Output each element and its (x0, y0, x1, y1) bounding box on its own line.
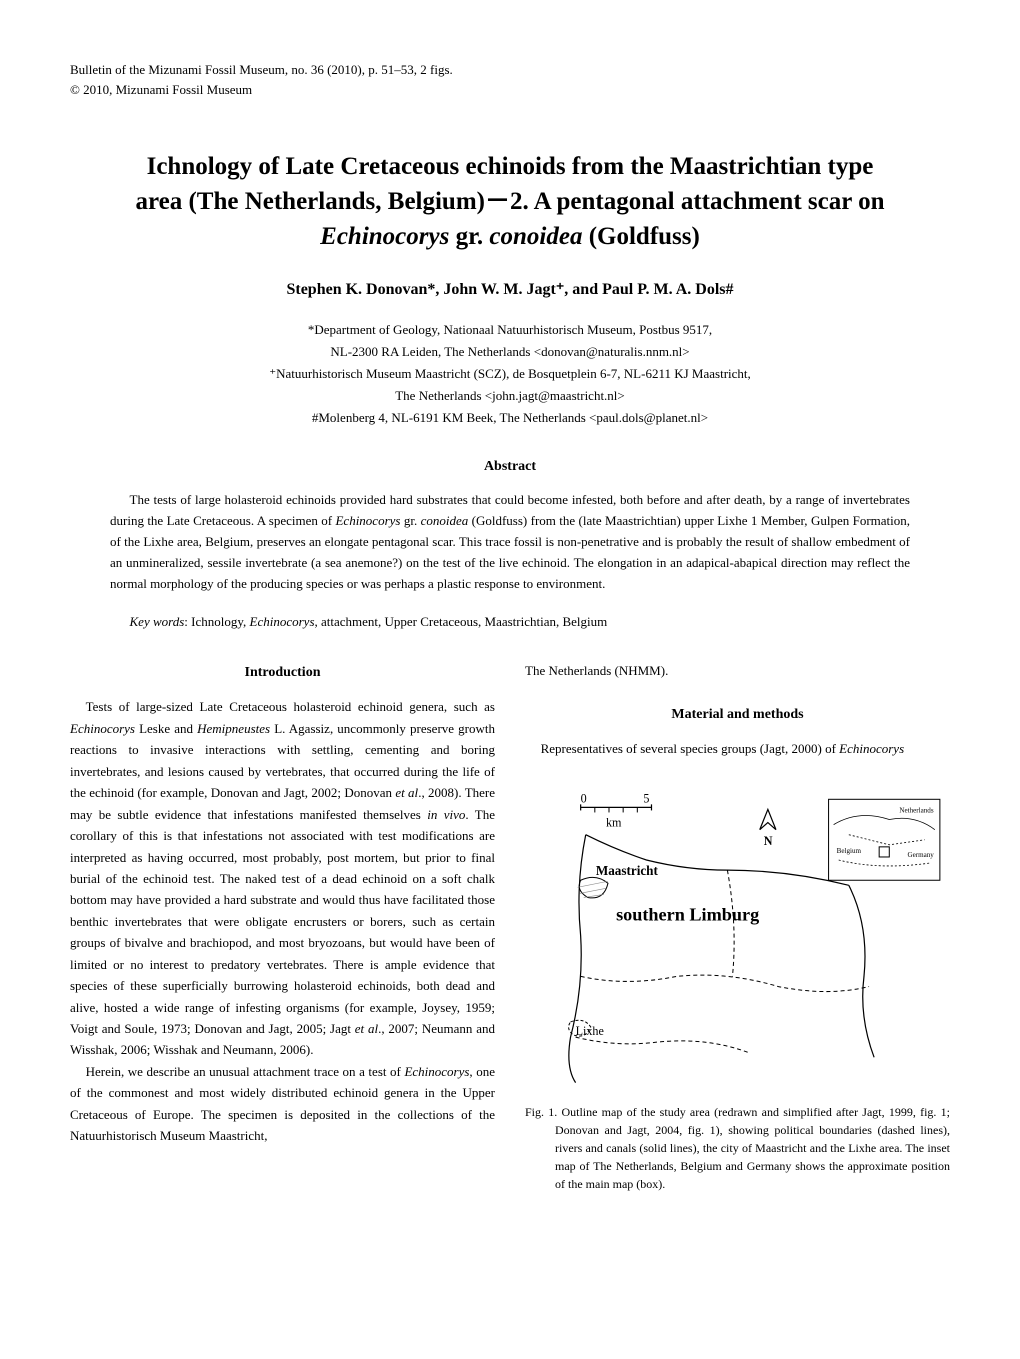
figure-1-caption: Fig. 1. Outline map of the study area (r… (525, 1103, 950, 1193)
materials-heading: Material and methods (525, 707, 950, 723)
scale-0: 0 (581, 792, 587, 806)
materials-body: Representatives of several species group… (525, 738, 950, 759)
authors: Stephen K. Donovan*, John W. M. Jagt⁺, a… (70, 279, 950, 299)
copyright-line: © 2010, Mizunami Fossil Museum (70, 80, 950, 100)
map-svg: 0 5 km N (525, 774, 950, 1088)
intro-paragraph-2: Herein, we describe an unusual attachmen… (70, 1061, 495, 1147)
title-line-3: Echinocorys gr. conoidea (Goldfuss) (320, 223, 700, 250)
lixhe-label: Lixhe (576, 1024, 604, 1038)
paper-title: Ichnology of Late Cretaceous echinoids f… (70, 149, 950, 254)
title-line-2: area (The Netherlands, Belgium)－2. A pen… (135, 188, 884, 215)
affiliation-2b: The Netherlands <john.jagt@maastricht.nl… (70, 385, 950, 407)
right-column: The Netherlands (NHMM). Material and met… (525, 660, 950, 1193)
left-column: Introduction Tests of large-sized Late C… (70, 660, 495, 1193)
intro-paragraph-1: Tests of large-sized Late Cretaceous hol… (70, 696, 495, 1060)
affiliation-1a: *Department of Geology, Nationaal Natuur… (70, 319, 950, 341)
col2-top-text: The Netherlands (NHMM). (525, 660, 950, 681)
title-ital-2: conoidea (489, 223, 582, 250)
affiliation-3: #Molenberg 4, NL-6191 KM Beek, The Nethe… (70, 407, 950, 429)
scale-5: 5 (643, 792, 649, 806)
abstract-heading: Abstract (70, 459, 950, 475)
intro-body: Tests of large-sized Late Cretaceous hol… (70, 696, 495, 1146)
svg-text:N: N (764, 834, 773, 848)
inset-map: Netherlands Belgium Germany (829, 800, 940, 881)
abstract-body: The tests of large holasteroid echinoids… (110, 490, 910, 594)
affiliation-2a: ⁺Natuurhistorisch Museum Maastricht (SCZ… (70, 363, 950, 385)
intro-heading: Introduction (70, 665, 495, 681)
maastricht-city-icon (578, 878, 608, 899)
maastricht-label: Maastricht (596, 864, 659, 879)
figure-1: 0 5 km N (525, 774, 950, 1193)
materials-paragraph-1: Representatives of several species group… (525, 738, 950, 759)
region-label: southern Limburg (616, 905, 759, 925)
title-ital-1: Echinocorys (320, 223, 449, 250)
affiliation-1b: NL-2300 RA Leiden, The Netherlands <dono… (70, 341, 950, 363)
inset-belgium: Belgium (837, 847, 862, 855)
journal-line: Bulletin of the Mizunami Fossil Museum, … (70, 60, 950, 80)
north-arrow-icon: N (760, 810, 776, 848)
inset-germany: Germany (907, 851, 934, 859)
title-line-1: Ichnology of Late Cretaceous echinoids f… (147, 153, 874, 180)
scale-unit: km (606, 816, 622, 830)
inset-netherlands: Netherlands (899, 807, 933, 815)
scale-bar: 0 5 km (581, 792, 652, 830)
affiliations: *Department of Geology, Nationaal Natuur… (70, 319, 950, 429)
keywords: Key words: Ichnology, Echinocorys, attac… (110, 614, 910, 630)
keywords-label: Key words (130, 614, 185, 629)
